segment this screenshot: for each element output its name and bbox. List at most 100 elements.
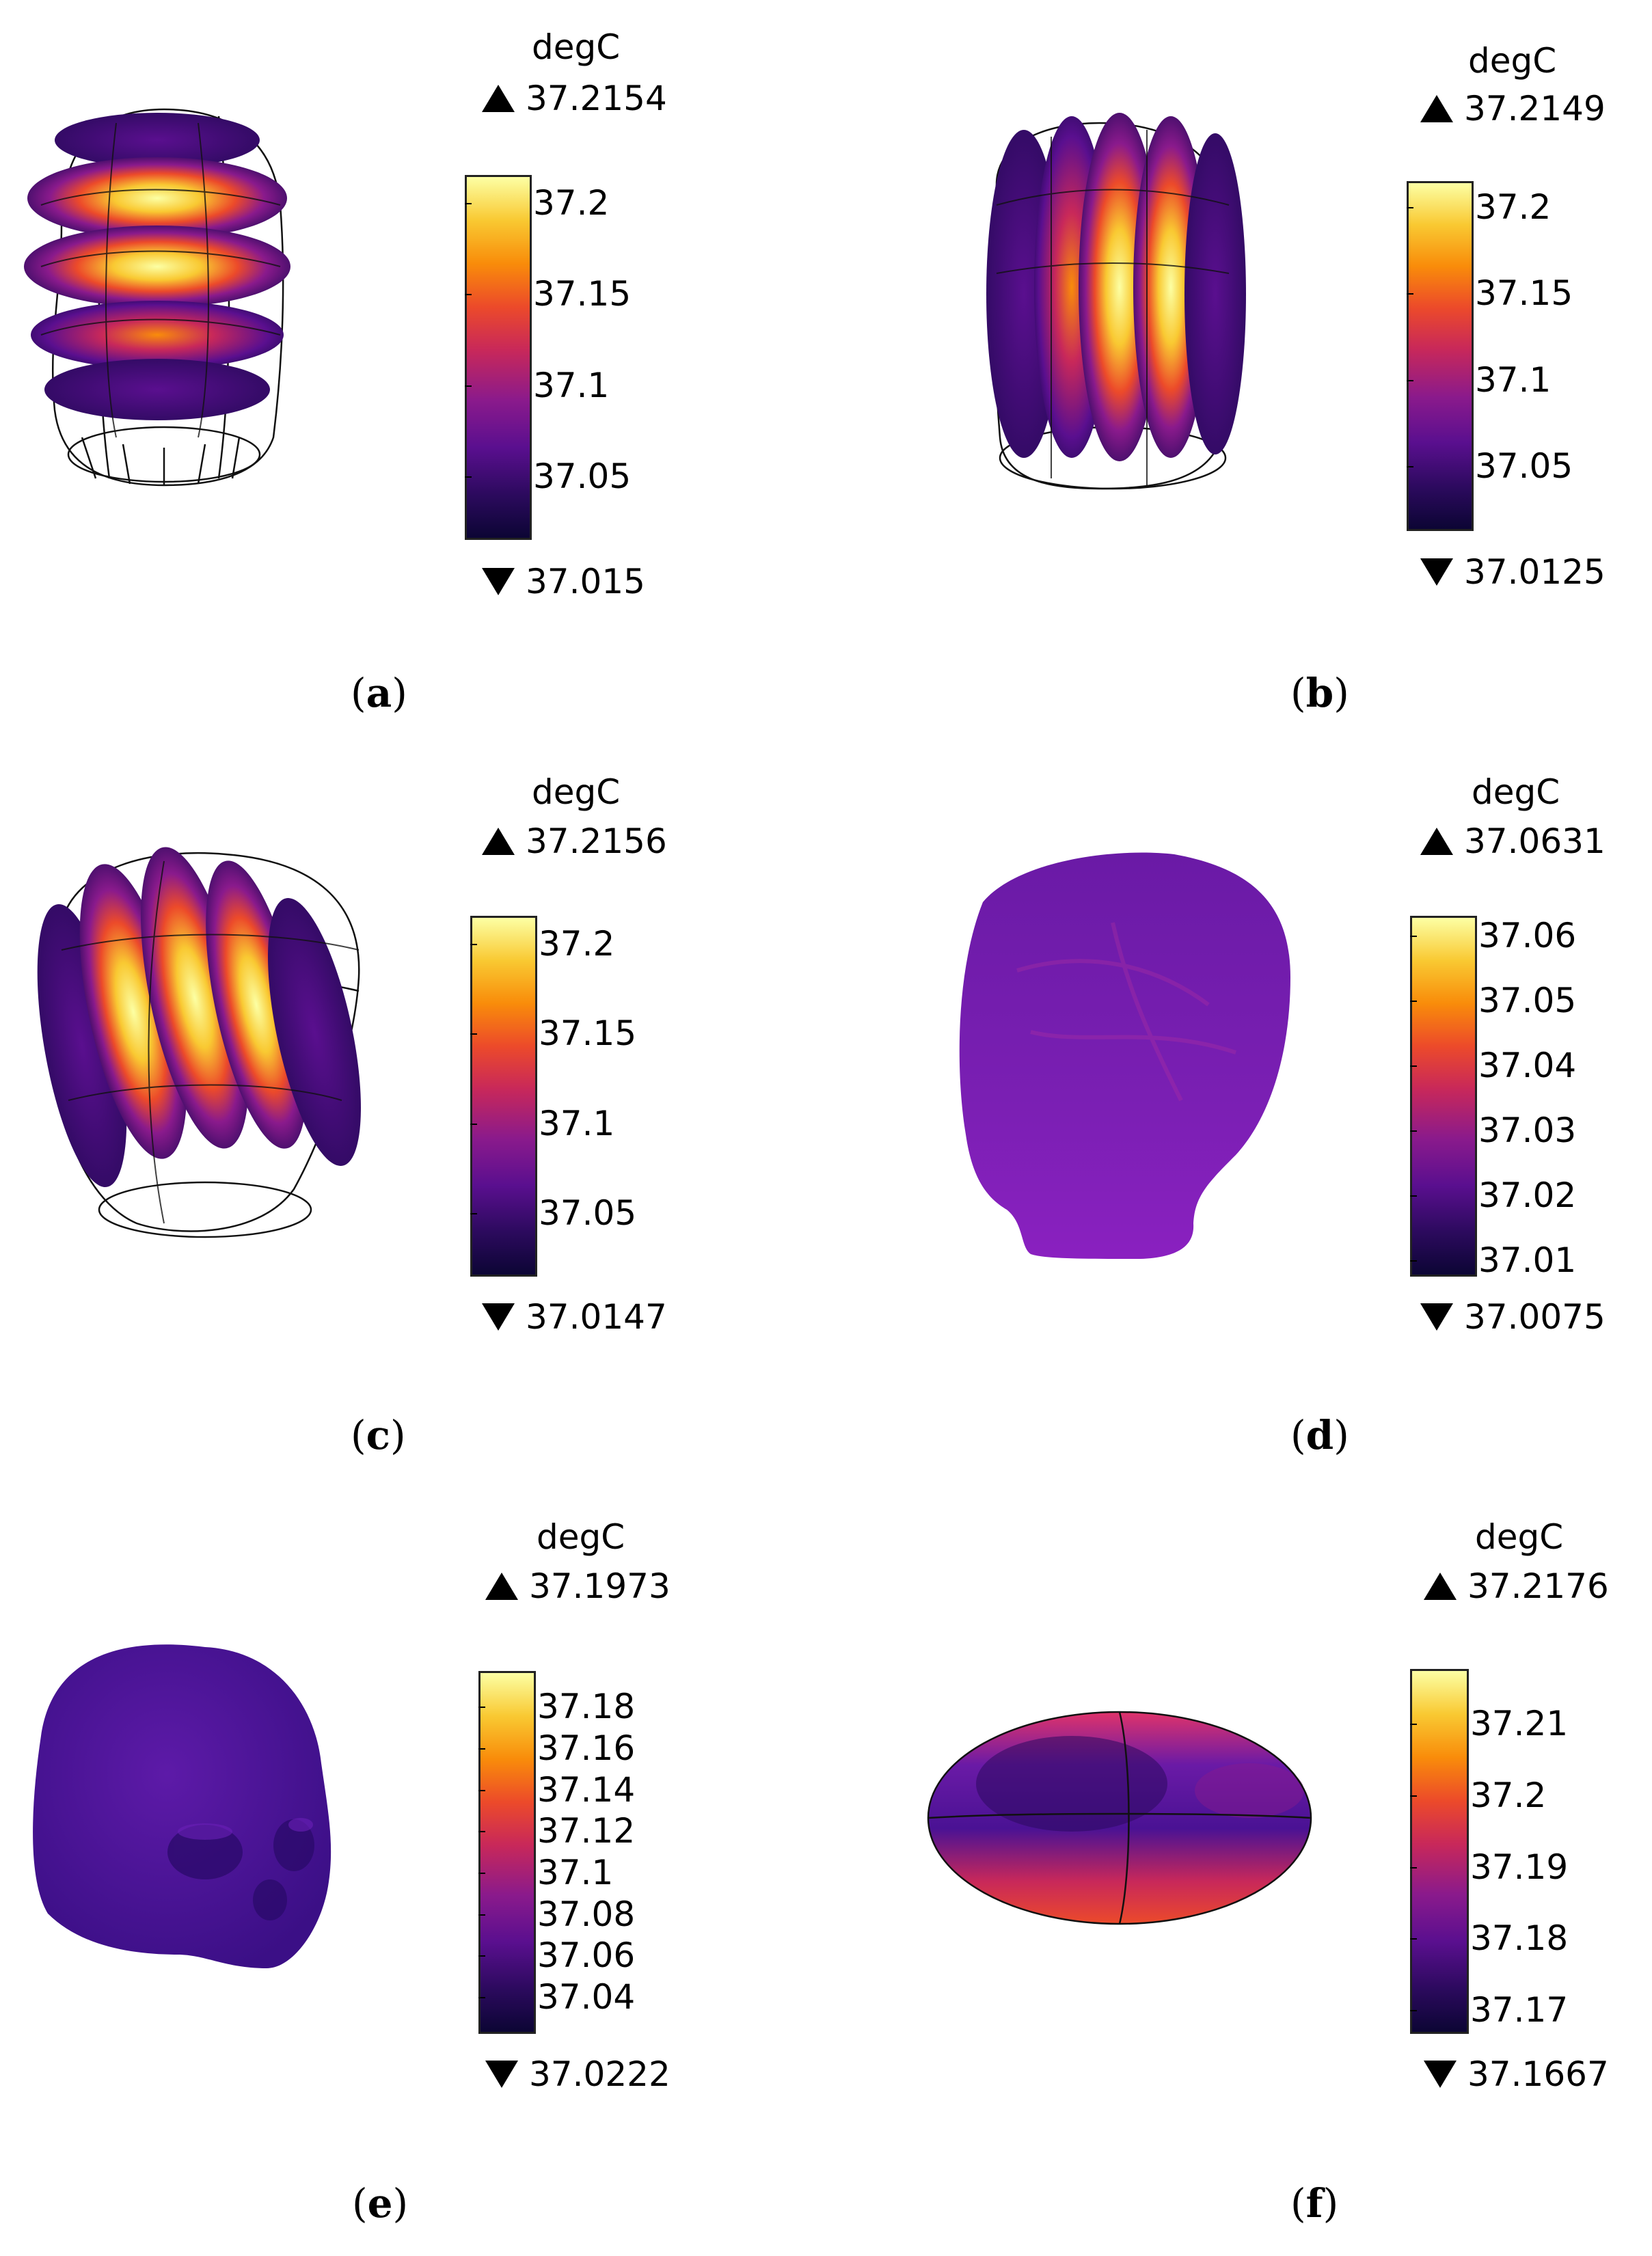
max-arrow-icon [482,828,515,855]
colorbar-tick-label: 37.2 [533,183,610,223]
colorbar-tick-mark [1410,1001,1417,1003]
colorbar-tick-mark [478,1914,485,1916]
head-surface-plot [959,852,1290,1259]
min-arrow-icon [482,1303,515,1331]
colorbar-tick-mark [1410,1938,1417,1940]
colorbar-tick-mark [1410,1795,1417,1797]
colorbar-tick-mark [478,1748,485,1750]
colorbar [1410,1669,1469,2034]
skull-features [167,1819,314,1920]
max-value-label: 37.1973 [485,1566,671,1606]
colorbar-tick-mark [478,1789,485,1791]
colorbar-tick-label: 37.2 [539,923,615,964]
colorbar-tick-mark [1410,936,1417,938]
colorbar-tick-mark [465,476,472,478]
slice-5 [1184,133,1246,454]
max-value-label: 37.2149 [1420,89,1606,128]
min-arrow-icon [1420,1303,1453,1331]
max-arrow-icon [1420,95,1453,122]
max-arrow-icon [1420,828,1453,855]
colorbar-tick-mark [1407,293,1413,295]
colorbar-tick-label: 37.04 [1478,1046,1577,1086]
head-oblique-slices-plot [37,847,361,1238]
colorbar-tick-label: 37.02 [1478,1175,1577,1216]
min-value-label: 37.1667 [1424,2054,1609,2094]
colorbar-tick-label: 37.16 [537,1728,636,1769]
slice-3 [24,226,290,308]
colorbar-tick-mark [478,1831,485,1833]
panel-caption: (a) [351,670,407,716]
max-value-label: 37.2176 [1424,1566,1609,1606]
skull-surface [33,1644,331,1968]
colorbar-tick-label: 37.2 [1470,1775,1547,1815]
min-arrow-icon [1420,558,1453,586]
colorbar [1407,181,1474,531]
colorbar-tick-mark [1410,1723,1417,1725]
ellipsoid-edges [927,1711,1312,1925]
slice-4 [31,301,284,369]
head-horizontal-slices-plot [24,108,290,487]
colorbar-tick-mark [470,943,477,945]
colorbar-unit: degC [1475,1517,1564,1557]
colorbar-tick-mark [478,1873,485,1875]
max-arrow-icon [482,85,515,112]
slice-1 [55,113,260,167]
colorbar-tick-mark [1410,1130,1417,1132]
colorbar-unit: degC [532,27,621,67]
min-value-label: 37.015 [482,562,645,601]
slice-3 [141,847,249,1149]
colorbar-tick-label: 37.15 [533,274,632,314]
panel-f: degC 37.2176 37.1667 (f) 37.21 37.2 37.19 3… [826,1490,1651,2235]
colorbar-tick-label: 37.19 [1470,1847,1569,1887]
colorbar-tick-label: 37.05 [1478,981,1577,1021]
min-value-label: 37.0222 [485,2054,671,2094]
colorbar-tick-label: 37.05 [539,1193,637,1234]
colorbar-tick-mark [478,1955,485,1957]
colorbar-tick-mark [465,203,472,205]
colorbar-tick-mark [478,1707,485,1709]
colorbar [465,175,532,540]
colorbar-tick-mark [1407,206,1413,208]
panel-caption: (b) [1290,670,1349,716]
colorbar-tick-mark [1410,1195,1417,1197]
panel-d: degC 37.0631 37.0075 (d) 37.06 37.05 37.04… [826,745,1651,1490]
panel-caption: (c) [351,1412,406,1458]
panel-caption: (f) [1290,2180,1339,2227]
colorbar-tick-label: 37.06 [537,1935,636,1976]
panel-caption: (d) [1290,1412,1349,1458]
colorbar-tick-mark [1410,1866,1417,1868]
colorbar-tick-mark [1407,379,1413,381]
colorbar-tick-label: 37.15 [1475,273,1573,314]
colorbar-tick-label: 37.08 [537,1894,636,1934]
skull-surface-plot [33,1644,331,1968]
colorbar-unit: degC [1472,772,1560,812]
colorbar-tick-label: 37.1 [539,1103,615,1143]
min-value-label: 37.0075 [1420,1297,1606,1337]
colorbar-tick-mark [1410,1260,1417,1262]
max-value-label: 37.0631 [1420,821,1606,861]
colorbar-tick-label: 37.18 [1470,1918,1569,1959]
colorbar-tick-label: 37.18 [537,1687,636,1727]
colorbar [1410,916,1477,1277]
colorbar-tick-label: 37.06 [1478,916,1577,956]
head-vertical-slices-plot [986,113,1246,490]
slice-2 [27,157,287,239]
colorbar [478,1671,536,2034]
colorbar [470,916,537,1277]
panel-c: degC 37.2156 37.0147 (c) 37.2 37.15 37.1 37… [0,745,826,1490]
panel-e: degC 37.1973 37.0222 (e) 37.18 37.16 37.14… [0,1490,826,2235]
colorbar-tick-label: 37.1 [533,365,610,405]
colorbar-tick-label: 37.05 [533,456,632,496]
panel-a: degC 37.2154 37.015 (a) 37.2 37.15 37.1 37.… [0,0,826,745]
min-value-label: 37.0147 [482,1297,667,1337]
colorbar-tick-label: 37.2 [1475,187,1552,227]
colorbar-tick-mark [1410,1065,1417,1068]
panel-caption: (e) [352,2180,409,2227]
colorbar-tick-mark [470,1123,477,1125]
panel-b: degC 37.2149 37.0125 (b) 37.2 37.15 37.1 37… [826,0,1651,745]
colorbar-tick-mark [465,294,472,296]
ellipsoid-surface-plot [927,1711,1312,1925]
slice-4 [206,860,307,1149]
colorbar-tick-label: 37.17 [1470,1990,1569,2030]
min-arrow-icon [482,568,515,595]
